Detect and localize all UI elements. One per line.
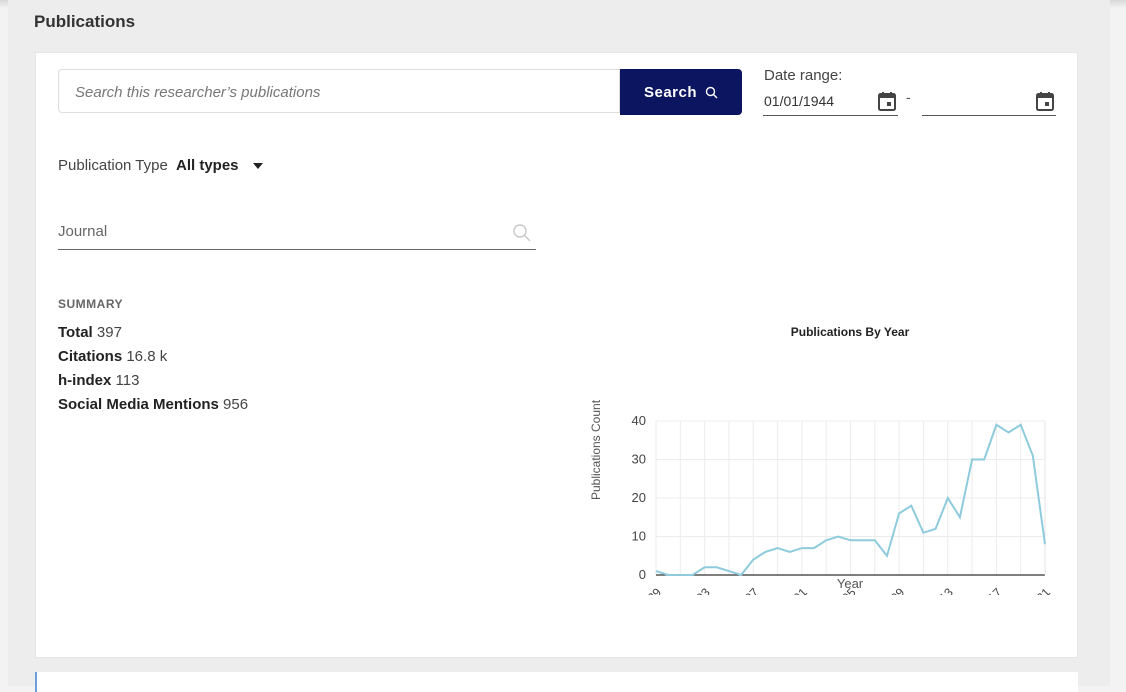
chart-xtick-label: 1993 [684,585,713,595]
search-button-label: Search [643,83,698,101]
section-title: Publications [34,12,136,31]
summary-label: Total [58,324,93,341]
chart-xtick-label: 2001 [781,585,810,595]
date-range-label: Date range: [764,67,843,84]
calendar-icon[interactable] [1036,91,1054,111]
search-button[interactable]: Search [620,69,742,115]
summary-value: 956 [223,396,249,413]
chart-xlabel: Year [837,576,864,591]
summary-label: h-index [58,372,112,389]
summary-value: 397 [96,324,122,341]
chart-ytick-label: 30 [632,452,646,467]
search-icon[interactable] [512,223,532,243]
next-section-card [35,672,1078,692]
chart-xtick-label: 2021 [1024,585,1053,595]
journal-field [58,219,536,250]
date-from-value: 01/01/1944 [764,93,835,109]
journal-input[interactable] [58,223,488,240]
caret-down-icon[interactable] [252,163,263,170]
summary-heading: SUMMARY [58,297,124,311]
summary-item-social-media: Social Media Mentions 956 [58,393,248,417]
summary-item-citations: Citations 16.8 k [58,345,248,369]
date-to-field[interactable] [922,89,1056,116]
chart-xtick-label: 1989 [635,585,664,595]
chart-xtick-label: 2009 [878,585,907,595]
summary-value: 113 [115,372,140,389]
publication-type-filter[interactable]: Publication Type All types [58,157,263,174]
publications-card: Search Date range: 01/01/1944 - Publicat… [35,52,1078,658]
summary-list: Total 397 Citations 16.8 k h-index 113 S… [58,321,248,417]
publication-type-value[interactable]: All types [175,157,239,174]
search-box [58,69,620,113]
summary-value: 16.8 k [126,348,168,365]
summary-label: Social Media Mentions [58,396,219,413]
chart-xtick-label: 2017 [976,585,1005,595]
summary-label: Citations [58,348,123,365]
chart-ytick-label: 10 [632,529,646,544]
chart-xtick-label: 2013 [927,585,956,595]
publications-by-year-chart: Publications By Year Publications Count … [589,325,1053,595]
chart-xtick-label: 2005 [830,585,859,595]
chart-ytick-label: 20 [632,490,646,505]
summary-item-h-index: h-index 113 [58,369,248,393]
chart-xtick-label: 1997 [733,585,762,595]
summary-item-total: Total 397 [58,321,248,345]
chart-ytick-label: 0 [639,567,646,582]
date-separator: - [906,89,911,105]
search-input[interactable] [73,71,597,113]
chart-title: Publications By Year [791,325,910,339]
publication-type-label: Publication Type [58,157,168,174]
date-from-field[interactable]: 01/01/1944 [763,89,898,116]
chart-series-line [655,423,1046,577]
chart-ylabel: Publications Count [589,399,603,500]
calendar-icon[interactable] [878,91,896,111]
search-icon [705,86,718,98]
chart-ytick-label: 40 [632,413,646,428]
